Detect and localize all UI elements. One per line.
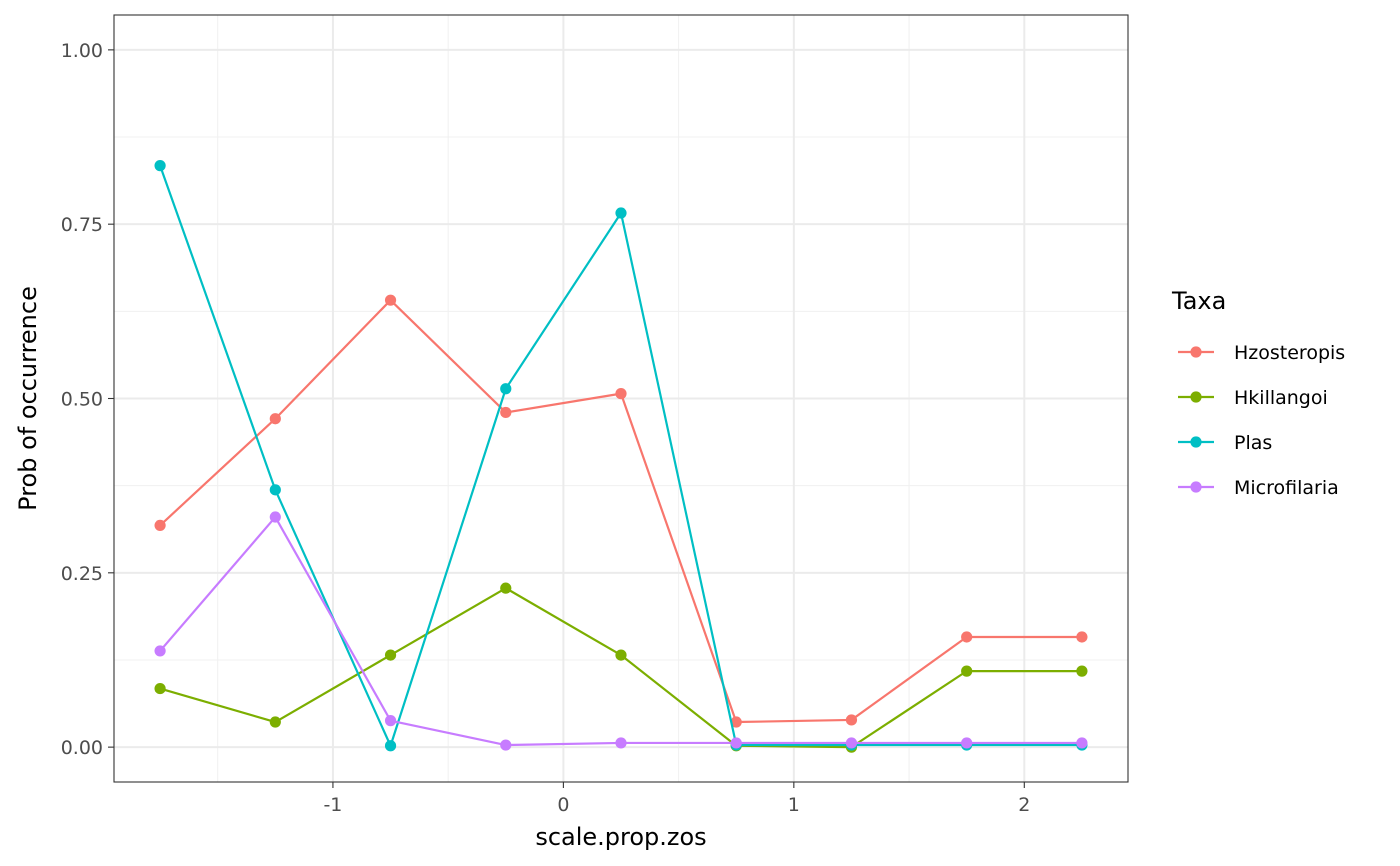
- data-point-hkillangoi: [384, 649, 397, 661]
- series-microfilaria: [154, 511, 1088, 751]
- series-layer: [154, 160, 1088, 753]
- data-point-microfilaria: [961, 737, 973, 749]
- legend-items: Hzosteropis Hkillangoi Plas Microfilaria: [1178, 342, 1345, 499]
- data-point-hkillangoi: [500, 582, 512, 594]
- legend-item-plas: Plas: [1178, 432, 1272, 454]
- data-point-microfilaria: [615, 737, 627, 749]
- data-point-hkillangoi: [615, 649, 627, 661]
- data-point-plas: [500, 383, 512, 395]
- y-tick-label: 0.50: [61, 389, 103, 411]
- data-point-hzosteropis: [1076, 631, 1088, 643]
- legend-key-point-hkillangoi: [1190, 391, 1202, 403]
- series-hzosteropis: [154, 294, 1088, 728]
- data-point-microfilaria: [845, 737, 858, 749]
- data-point-hzosteropis: [730, 716, 742, 728]
- y-axis-ticks: 0.00 0.25 0.50 0.75 1.00: [61, 40, 114, 759]
- x-tick-label: 2: [1018, 794, 1030, 816]
- legend-key-point-hzosteropis: [1190, 346, 1202, 358]
- data-point-hzosteropis: [845, 714, 858, 726]
- data-point-hzosteropis: [615, 388, 627, 400]
- legend-item-microfilaria: Microfilaria: [1178, 477, 1339, 499]
- legend-key-point-microfilaria: [1190, 481, 1202, 493]
- data-point-plas: [615, 207, 627, 219]
- data-point-microfilaria: [500, 739, 512, 751]
- x-tick-label: 1: [788, 794, 800, 816]
- data-point-hkillangoi: [154, 682, 166, 695]
- legend-item-hzosteropis: Hzosteropis: [1178, 342, 1345, 364]
- data-point-hzosteropis: [154, 519, 166, 532]
- series-hkillangoi: [154, 582, 1088, 753]
- y-tick-label: 0.00: [61, 737, 103, 759]
- x-axis-title: scale.prop.zos: [535, 823, 706, 851]
- y-tick-label: 0.75: [61, 214, 103, 236]
- legend-label-hzosteropis: Hzosteropis: [1234, 342, 1345, 364]
- y-tick-label: 0.25: [61, 563, 103, 585]
- data-point-plas: [384, 740, 397, 752]
- series-plas: [154, 160, 1088, 752]
- legend-item-hkillangoi: Hkillangoi: [1178, 387, 1328, 409]
- x-tick-label: 0: [557, 794, 569, 816]
- x-axis-ticks: -1 0 1 2: [323, 782, 1030, 816]
- data-point-microfilaria: [1076, 737, 1088, 749]
- legend-label-microfilaria: Microfilaria: [1234, 477, 1339, 499]
- data-point-hkillangoi: [269, 716, 281, 728]
- legend-title: Taxa: [1171, 287, 1226, 315]
- legend: Taxa Hzosteropis Hkillangoi Plas Microfilar…: [1171, 287, 1345, 499]
- data-point-hzosteropis: [269, 413, 281, 425]
- x-tick-label: -1: [323, 794, 342, 816]
- data-point-hzosteropis: [961, 631, 973, 643]
- data-point-plas: [269, 484, 281, 496]
- data-point-microfilaria: [269, 511, 281, 523]
- legend-label-plas: Plas: [1234, 432, 1272, 454]
- series-line-microfilaria: [159, 515, 1082, 747]
- data-point-hzosteropis: [384, 294, 397, 306]
- series-line-hkillangoi: [159, 587, 1082, 749]
- data-point-plas: [154, 160, 166, 172]
- legend-label-hkillangoi: Hkillangoi: [1234, 387, 1328, 409]
- data-point-hzosteropis: [500, 406, 512, 419]
- data-point-microfilaria: [154, 645, 166, 657]
- y-axis-title: Prob of occurrence: [14, 286, 42, 511]
- data-point-microfilaria: [384, 715, 397, 727]
- data-point-microfilaria: [730, 737, 742, 749]
- data-point-hkillangoi: [961, 665, 973, 677]
- data-point-hkillangoi: [1076, 665, 1088, 677]
- y-tick-label: 1.00: [61, 40, 103, 62]
- legend-key-point-plas: [1190, 436, 1202, 448]
